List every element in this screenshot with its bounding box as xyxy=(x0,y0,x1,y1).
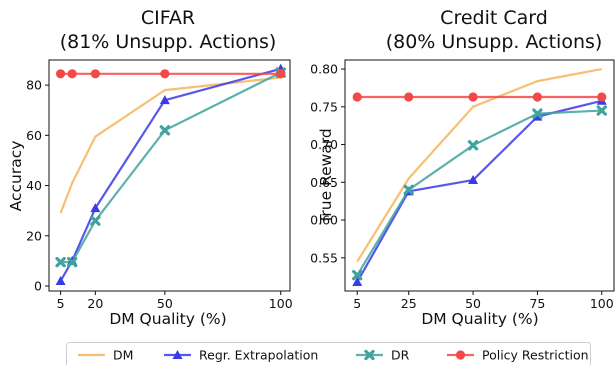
data-point-regr-extrapolation xyxy=(352,276,363,286)
data-point-policy-restriction xyxy=(404,92,414,102)
series-line-dr xyxy=(356,109,602,276)
y-tick-label: 0.70 xyxy=(310,137,338,152)
y-tick-label: 0.55 xyxy=(310,250,338,265)
chart-subtitle: (80% Unsupp. Actions) xyxy=(386,31,603,53)
series-line-dm xyxy=(59,76,281,214)
legend-entry-regr-extrapolation: Regr. Extrapolation xyxy=(164,348,318,363)
legend-marker xyxy=(364,349,375,361)
data-point-policy-restriction xyxy=(532,92,543,102)
y-tick-label: 0.65 xyxy=(310,175,338,190)
data-point-policy-restriction xyxy=(597,92,607,102)
y-axis-label: True Reward xyxy=(317,128,335,225)
y-tick-label: 40 xyxy=(26,178,42,193)
data-point-policy-restriction xyxy=(276,69,286,79)
data-point-regr-extrapolation xyxy=(468,175,479,185)
x-tick-label: 50 xyxy=(465,296,481,311)
data-point-dr xyxy=(403,184,414,196)
data-point-regr-extrapolation xyxy=(55,275,66,285)
data-point-dr xyxy=(352,269,363,281)
series-line-dr xyxy=(60,71,282,264)
data-point-policy-restriction xyxy=(55,69,66,79)
data-point-regr-extrapolation xyxy=(90,203,101,213)
x-tick-label: 20 xyxy=(87,296,103,311)
data-point-regr-extrapolation xyxy=(532,111,543,121)
legend: DM Regr. Extrapolation DR Policy Restrictio… xyxy=(66,342,591,369)
y-tick-label: 0.60 xyxy=(310,213,338,228)
data-point-policy-restriction xyxy=(67,69,77,79)
x-tick-label: 50 xyxy=(157,296,173,311)
y-axis-label: Accuracy xyxy=(7,141,25,212)
x-tick-label: 25 xyxy=(401,296,417,311)
plot-frame xyxy=(344,59,615,292)
x-tick-label: 5 xyxy=(353,296,361,311)
data-point-dr xyxy=(55,256,66,268)
series-line-dm xyxy=(356,67,602,263)
legend-box xyxy=(66,342,591,369)
y-tick-label: 0 xyxy=(34,278,42,293)
chart-title: Credit Card xyxy=(440,7,548,29)
data-point-policy-restriction xyxy=(160,69,170,79)
chart-title: CIFAR xyxy=(141,7,195,29)
data-point-regr-extrapolation xyxy=(159,95,170,105)
data-point-dr xyxy=(159,125,171,136)
y-tick-label: 60 xyxy=(26,128,42,143)
y-tick-label: 20 xyxy=(26,228,42,243)
data-point-dr xyxy=(90,215,101,226)
series-line-regr-extrapolation xyxy=(356,99,603,283)
legend-label: DM xyxy=(113,348,133,363)
chart-panel-2: Credit Card(80% Unsupp. Actions) 5 25 50 75 1… xyxy=(310,7,615,328)
legend-entry-policy-restriction: Policy Restriction xyxy=(447,348,589,363)
legend-label: DR xyxy=(391,348,410,363)
y-tick-label: 80 xyxy=(26,78,42,93)
x-tick-label: 100 xyxy=(269,296,293,311)
x-axis-label: DM Quality (%) xyxy=(421,310,538,328)
y-tick-label: 0.80 xyxy=(310,62,338,77)
data-point-policy-restriction xyxy=(468,92,478,102)
y-tick-label: 0.75 xyxy=(310,99,338,114)
series-line-regr-extrapolation xyxy=(59,67,282,282)
chart-subtitle: (81% Unsupp. Actions) xyxy=(60,31,277,53)
data-point-dr xyxy=(532,108,543,119)
plot-frame xyxy=(48,59,291,292)
legend-marker xyxy=(172,350,183,359)
legend-label: Regr. Extrapolation xyxy=(199,348,318,363)
chart-panel-1: CIFAR(81% Unsupp. Actions) 5 20 50 100 0 20 40 6… xyxy=(7,7,293,328)
data-point-dr xyxy=(596,105,607,116)
legend-marker xyxy=(455,350,466,360)
data-point-dr xyxy=(66,256,78,268)
data-point-dr xyxy=(467,140,479,151)
x-axis-label: DM Quality (%) xyxy=(109,310,226,328)
x-tick-label: 75 xyxy=(529,296,545,311)
data-point-policy-restriction xyxy=(90,69,100,79)
x-tick-label: 100 xyxy=(590,296,614,311)
data-point-policy-restriction xyxy=(352,92,362,102)
legend-entry-dm: DM xyxy=(78,348,133,363)
x-tick-label: 5 xyxy=(57,296,65,311)
legend-entry-dr: DR xyxy=(356,348,410,363)
legend-label: Policy Restriction xyxy=(482,348,589,363)
